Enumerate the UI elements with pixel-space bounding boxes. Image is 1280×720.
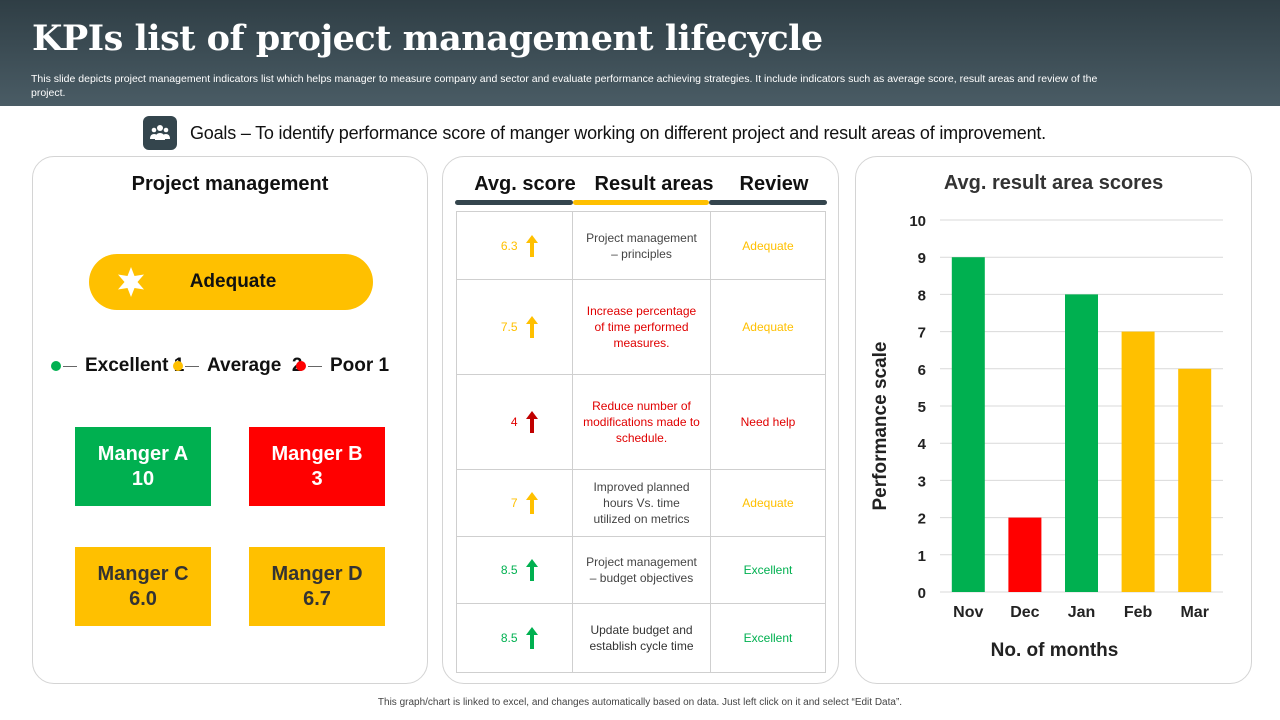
x-tick-label: Dec: [1010, 604, 1039, 621]
avg-score-cell: 6.3: [457, 212, 573, 279]
x-tick-label: Nov: [953, 604, 983, 621]
header-underline: [573, 200, 709, 205]
avg-score-cell: 7: [457, 470, 573, 536]
avg-score-cell: 8.5: [457, 537, 573, 603]
header-underline: [455, 200, 573, 205]
status-pill: Adequate: [89, 254, 373, 310]
review-cell: Excellent: [743, 631, 793, 645]
x-tick-label: Jan: [1068, 604, 1096, 621]
footnote: This graph/chart is linked to excel, and…: [377, 697, 903, 708]
header-underline: [709, 200, 827, 205]
y-axis-title: Performance scale: [870, 342, 891, 511]
x-axis-title: No. of months: [991, 640, 1119, 661]
y-tick-label: 5: [918, 399, 926, 416]
chart-title: Avg. result area scores: [943, 172, 1164, 194]
manager-card-a: Manger A 10: [75, 427, 211, 506]
review-cell: Need help: [740, 415, 796, 429]
y-tick-label: 0: [918, 585, 926, 602]
up-arrow-icon: [525, 316, 538, 338]
up-arrow-icon: [525, 234, 538, 257]
legend-excellent: Excellent 1: [51, 355, 184, 377]
y-tick-label: 7: [918, 325, 926, 342]
table-row: 8.5 Update budget and establish cycle tim…: [457, 604, 825, 672]
y-tick-label: 10: [909, 213, 926, 230]
result-area-cell: Improved planned hours Vs. time utilized…: [573, 470, 711, 536]
y-tick-label: 4: [918, 436, 927, 453]
x-tick-label: Mar: [1180, 604, 1208, 621]
legend-dot: [296, 361, 306, 371]
kpi-table-panel: Avg. score Result areas Review 6.3 Projec…: [442, 156, 839, 684]
header-avg-score: Avg. score: [474, 173, 576, 195]
title-banner: KPIs list of project management lifecycl…: [0, 0, 1280, 106]
bar-mar: [1178, 368, 1212, 592]
y-tick-label: 2: [918, 511, 926, 528]
table-row: 4 Reduce number of modifications made to …: [457, 375, 825, 470]
score-value: 7: [510, 496, 518, 510]
result-area-cell: Reduce number of modifications made to s…: [573, 375, 711, 469]
table-row: 6.3 Project management – principles Adequa…: [457, 212, 825, 280]
score-value: 6.3: [500, 238, 518, 253]
score-value: 7.5: [500, 320, 518, 334]
people-icon: [143, 116, 177, 150]
x-tick-label: Feb: [1124, 604, 1153, 621]
page-description: This slide depicts project management in…: [31, 73, 1098, 99]
manager-card-d: Manger D 6.7: [249, 547, 385, 626]
result-area-cell: Increase percentage of time performed me…: [573, 280, 711, 374]
legend-poor: Poor 1: [296, 355, 389, 377]
table-row: 8.5 Project management – budget objective…: [457, 537, 825, 604]
bar-jan: [1065, 294, 1098, 592]
legend-dot: [51, 361, 61, 371]
manager-card-b: Manger B 3: [249, 427, 385, 506]
result-area-cell: Project management – budget objectives: [573, 537, 711, 603]
review-cell: Adequate: [742, 496, 794, 510]
bar-nov: [951, 257, 985, 592]
bar-feb: [1121, 331, 1155, 592]
score-value: 8.5: [500, 563, 518, 577]
review-cell: Excellent: [743, 563, 793, 577]
y-tick-label: 1: [918, 548, 926, 565]
bar-dec: [1008, 517, 1042, 592]
up-arrow-icon: [525, 627, 538, 649]
page-title: KPIs list of project management lifecycl…: [32, 18, 823, 59]
star-icon: [115, 266, 147, 303]
status-label: Adequate: [189, 271, 277, 292]
avg-score-cell: 7.5: [457, 280, 573, 374]
y-tick-label: 9: [918, 250, 926, 267]
manager-legend: Excellent 1 Average 2 Poor 1: [51, 355, 421, 381]
up-arrow-icon: [525, 411, 538, 433]
y-tick-label: 3: [918, 473, 926, 490]
panel-title: Project management: [131, 173, 329, 195]
goals-bar: Goals – To identify performance score of…: [143, 115, 1046, 151]
review-cell: Adequate: [742, 320, 794, 334]
chart-panel: Avg. result area scores 0 1 2 3 4 5 6 7 8 9 10 Nov D…: [855, 156, 1252, 684]
bar-chart: 0 1 2 3 4 5 6 7 8 9 10 Nov Dec Jan Feb Mar No. of months…: [870, 213, 1223, 661]
legend-average: Average 2: [173, 355, 302, 377]
goals-text: Goals – To identify performance score of…: [190, 122, 1046, 143]
table-row: 7 Improved planned hours Vs. time utilize…: [457, 470, 825, 537]
manager-card-c: Manger C 6.0: [75, 547, 211, 626]
header-review: Review: [739, 173, 809, 195]
result-area-cell: Project management – principles: [573, 212, 711, 279]
score-value: 4: [510, 415, 518, 429]
result-area-cell: Update budget and establish cycle time: [573, 604, 711, 672]
score-value: 8.5: [500, 631, 518, 645]
avg-score-cell: 4: [457, 375, 573, 469]
legend-dot: [173, 361, 183, 371]
avg-score-cell: 8.5: [457, 604, 573, 672]
review-cell: Adequate: [742, 238, 794, 253]
y-tick-label: 8: [918, 287, 926, 304]
project-management-panel: Project management Adequate Excellent 1 …: [32, 156, 428, 684]
header-result-areas: Result areas: [594, 173, 714, 195]
table-row: 7.5 Increase percentage of time performed…: [457, 280, 825, 375]
up-arrow-icon: [525, 492, 538, 514]
up-arrow-icon: [525, 559, 538, 581]
y-tick-label: 6: [918, 362, 926, 379]
kpi-table: 6.3 Project management – principles Adequa…: [456, 211, 826, 673]
